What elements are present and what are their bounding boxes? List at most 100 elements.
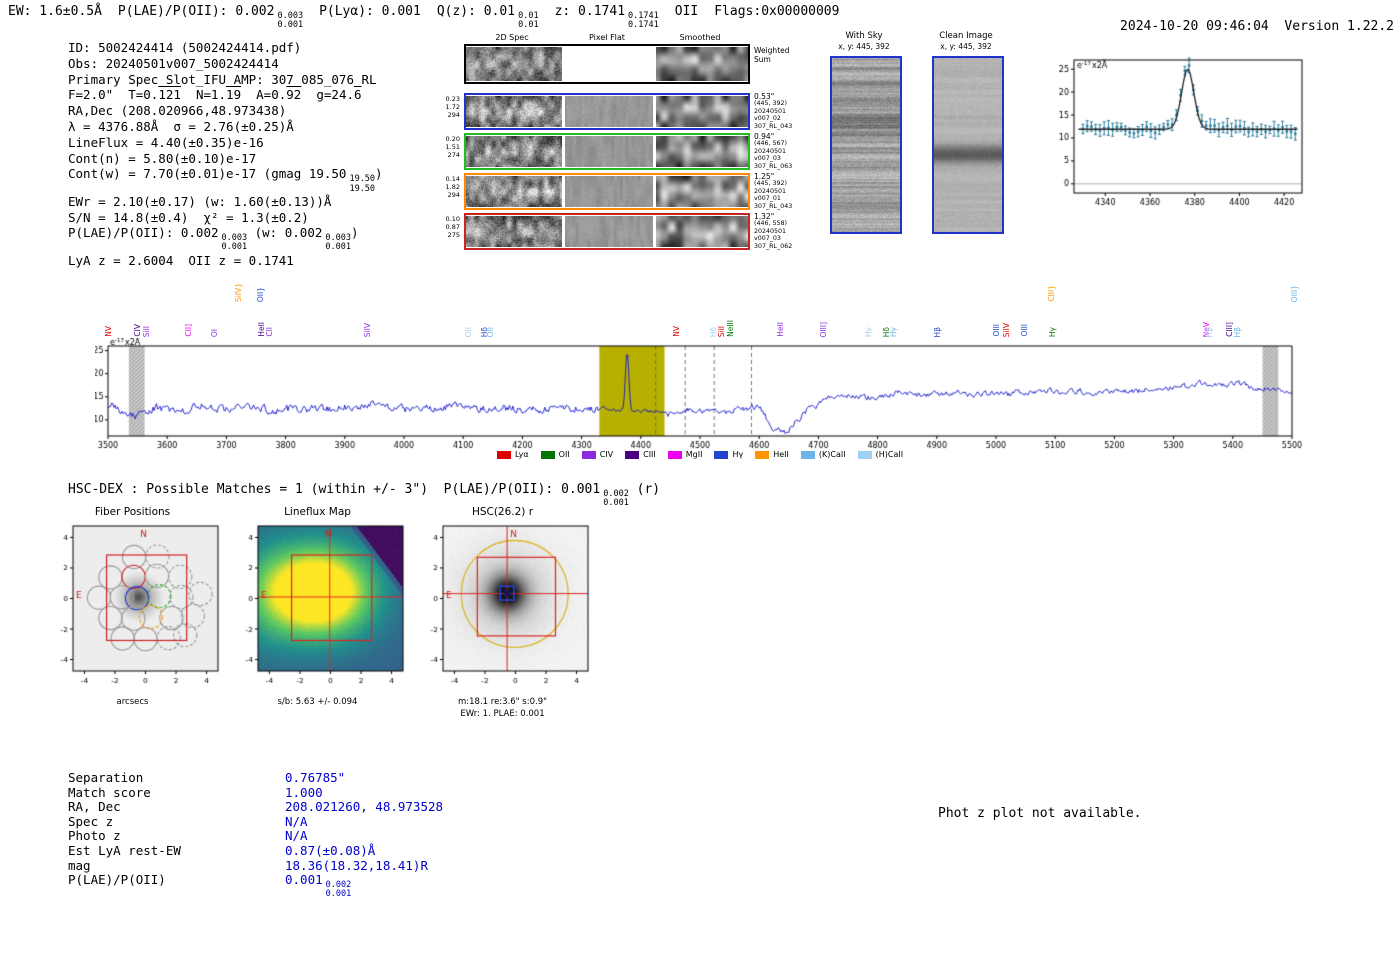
text-segment: A=0.: [241, 87, 287, 103]
match-row-label: P(LAE)/P(OII): [68, 872, 166, 888]
match-row-label: Spec z: [68, 813, 114, 829]
match-table-row: mag 18.36(18.32,18.41)R: [68, 858, 443, 873]
spectral-line-marker: CII]: [184, 324, 194, 337]
stacked-uncertainty: 0.1741 0.1741: [628, 11, 659, 30]
spec2d-row-meta: 1.25" (445, 392) 20240501 v007_01 307_RL_043: [754, 173, 812, 210]
header-segment: z: 0.1741 0.1741 0.1741: [554, 4, 659, 31]
uncertainty-lower: 0.001: [603, 498, 629, 509]
match-row-value: 0.87(±0.08)Å: [285, 842, 376, 858]
withsky-image: [830, 56, 902, 234]
header-segment: P(LAE)/P(OII): 0.002 0.003 0.001: [117, 4, 304, 31]
text-segment: 92: [286, 87, 302, 103]
weighted-sum-image: [656, 47, 748, 81]
text-segment: ): [375, 166, 383, 182]
match-row-value: 208.021260, 48.973528: [285, 799, 444, 815]
uncertainty-upper: 0.003: [277, 11, 304, 21]
spec2d-col-title-2dspec: 2D Spec: [495, 33, 529, 42]
spec2d-row-weights: 0.10 0.87 275: [434, 215, 460, 239]
header-segment: Q(z): 0.01 0.01 0.01: [436, 4, 539, 31]
match-row-label: Match score: [68, 784, 151, 800]
weight-value: 275: [447, 231, 460, 239]
legend-item: HeII: [755, 450, 789, 459]
pixelflat-image: [565, 176, 653, 207]
spectral-line-marker: OII: [463, 326, 473, 337]
legend-label: MgII: [685, 450, 703, 459]
meta-line: 1.25": [754, 172, 775, 181]
uncertainty-upper: 0.1741: [628, 11, 659, 21]
meta-line: v007_01: [754, 195, 781, 203]
legend-swatch: [667, 450, 682, 459]
weight-value: 0.10: [445, 215, 460, 223]
text-segment: EWr = 2.10(±0.17) (w: 1.60(±0.13))Å: [68, 193, 332, 209]
meta-line: 20240501: [754, 147, 787, 155]
pixelflat-image: [565, 216, 653, 247]
legend-item: MgII: [667, 450, 703, 459]
clean-title: Clean Image: [939, 31, 993, 41]
text-segment: N=1.: [180, 87, 227, 103]
lineflux-panel-xlabel: s/b: 5.63 +/- 0.094: [277, 697, 358, 707]
spec2d-col-title-smoothed: Smoothed: [679, 33, 721, 42]
info-line: EWr = 2.10(±0.17) (w: 1.60(±0.13))Å: [68, 194, 383, 210]
spectral-line-marker: SiIV}: [233, 283, 243, 302]
meta-line: (445, 392): [754, 100, 787, 108]
legend-item: Hγ: [714, 450, 743, 459]
spectral-line-marker: Hγ: [864, 326, 874, 337]
hscdex-text: HSC-DEX : Possible Matches = 1 (within +…: [68, 482, 601, 497]
stacked-uncertainty: 0.003 0.001: [277, 11, 304, 30]
match-row-label: RA, Dec: [68, 799, 121, 815]
header-segment: Flags:0x00000009: [714, 4, 840, 19]
stacked-uncertainty: 0.002 0.001: [326, 880, 352, 899]
withsky-coords: x, y: 445, 392: [838, 42, 890, 51]
uncertainty-upper: 0.003: [325, 233, 351, 244]
info-line: LyA z = 2.6004 OII z = 0.1741: [68, 253, 383, 269]
hscdex-match-line: HSC-DEX : Possible Matches = 1 (within +…: [68, 482, 660, 508]
weight-value: 294: [447, 111, 460, 119]
spec2d-row: [464, 173, 750, 210]
weight-value: 1.51: [445, 143, 460, 151]
smoothed-image: [656, 136, 748, 167]
legend-label: HeII: [773, 450, 789, 459]
text-segment: P(LAE)/P(OII): 0.002: [68, 225, 219, 241]
weight-value: 0.87: [445, 223, 460, 231]
text-segment: 121: [158, 87, 181, 103]
spectral-line-marker: SiII: [142, 325, 152, 337]
legend-item: CIV: [581, 450, 613, 459]
uncertainty-lower: 0.001: [325, 242, 351, 253]
spec2d-row-meta: 0.94" (446, 567) 20240501 v007_03 307_RL_063: [754, 133, 812, 170]
fiber-positions-plot: [40, 522, 225, 694]
legend-swatch: [540, 450, 555, 459]
text-segment: F=2.0" T=0.: [68, 87, 159, 103]
match-row-label: mag: [68, 857, 91, 873]
match-row-value: N/A: [285, 828, 308, 844]
zoom-spectrum-plot: [1040, 48, 1310, 218]
spec2d-row: [464, 213, 750, 250]
spectral-line-marker: Hγ: [1048, 326, 1058, 337]
weight-value: 294: [447, 191, 460, 199]
text-segment: g=24.: [301, 87, 355, 103]
spectral-line-marker: Hβ: [932, 326, 942, 337]
legend-swatch: [714, 450, 729, 459]
smoothed-image: [656, 176, 748, 207]
uncertainty-upper: 0.01: [518, 11, 539, 21]
info-line: Cont(n) = 5.80(±0.10)e-17: [68, 151, 383, 167]
meta-line: 20240501: [754, 227, 787, 235]
legend-label: CIII: [643, 450, 656, 459]
legend-label: Hγ: [732, 450, 744, 459]
uncertainty-lower: 0.01: [518, 20, 539, 31]
legend-label: OII: [558, 450, 570, 459]
meta-line: 307_RL_062: [754, 242, 793, 250]
detection-info-block: ID: 5002424414 (5002424414.pdf) Obs: 2024…: [68, 40, 383, 268]
report-version: Version 1.22.2: [1284, 19, 1394, 34]
meta-line: 307_RL_043: [754, 122, 793, 130]
legend-item: CIII: [625, 450, 656, 459]
spectral-line-markers: NV CIV SiII CII] OI SiIV} OII} HeII CII SiIV OII Hδ…: [0, 264, 1400, 338]
meta-line: 20240501: [754, 187, 787, 195]
spec2d-image: [466, 216, 562, 247]
spectral-line-marker: CIII}: [1047, 285, 1057, 302]
info-line: F=2.0" T=0.121 N=1.19 A=0.92 g=24.6: [68, 87, 383, 103]
uncertainty-upper: 19.50: [349, 174, 376, 185]
lineflux-map-plot: [225, 522, 410, 694]
smoothed-image: [656, 96, 748, 127]
spec2d-row-weights: 0.23 1.72 294: [434, 95, 460, 119]
spec2d-image: [466, 176, 562, 207]
